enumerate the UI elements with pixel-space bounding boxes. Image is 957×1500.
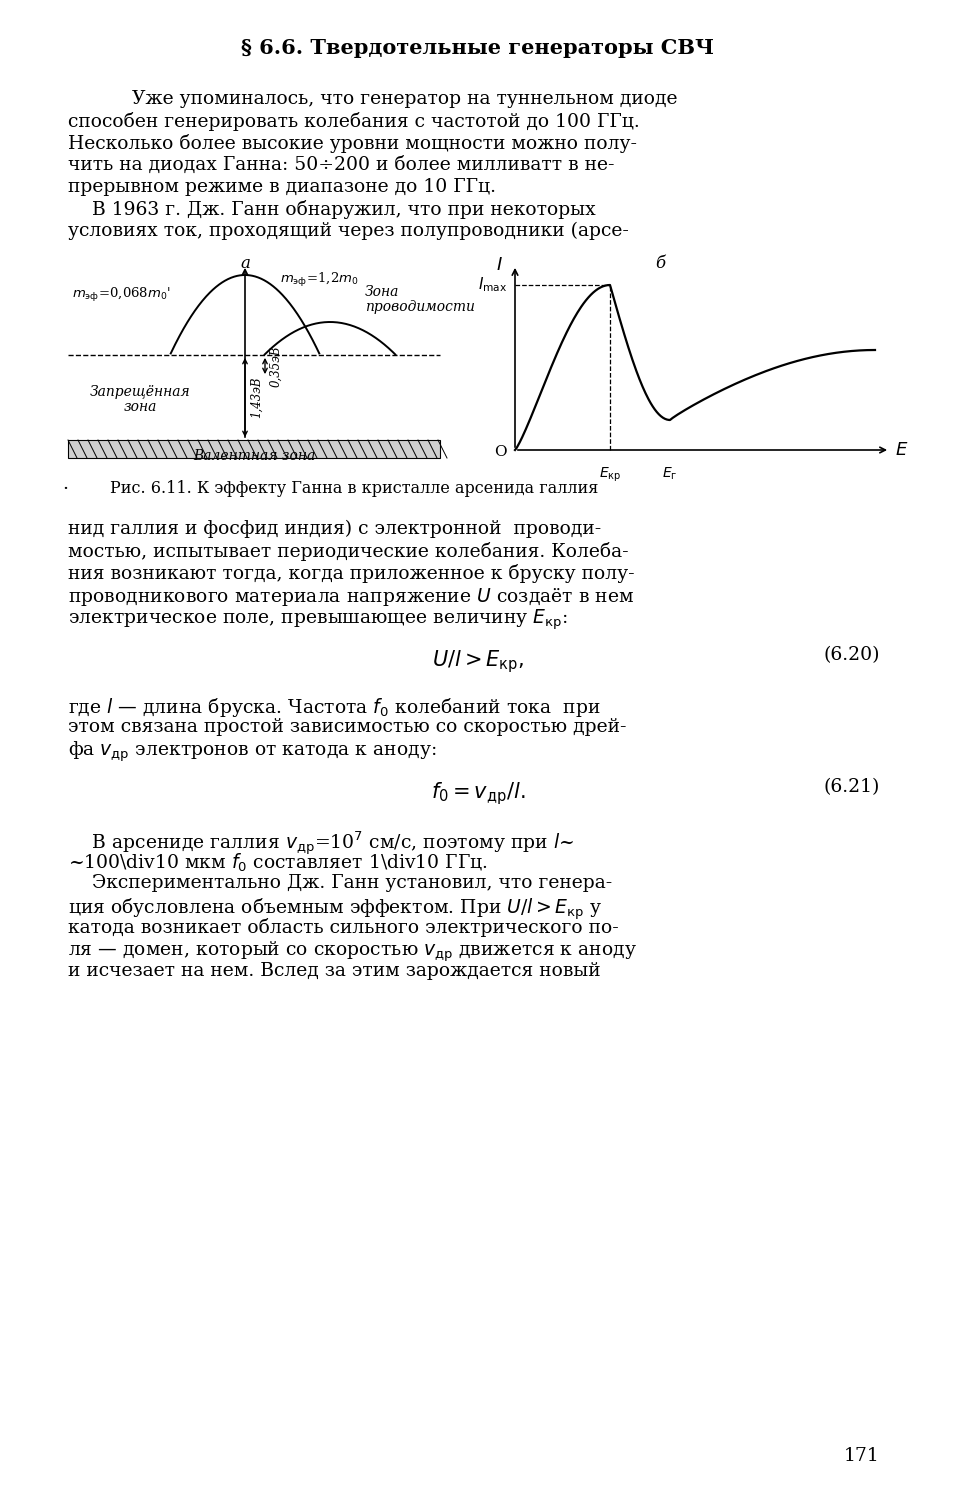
Text: мостью, испытывает периодические колебания. Колеба-: мостью, испытывает периодические колебан… — [68, 542, 629, 561]
Text: зона: зона — [123, 400, 157, 414]
Text: проводимости: проводимости — [365, 300, 475, 313]
Text: и исчезает на нем. Вслед за этим зарождается новый: и исчезает на нем. Вслед за этим зарожда… — [68, 962, 601, 980]
Text: чить на диодах Ганна: 50÷200 и более милливатт в не-: чить на диодах Ганна: 50÷200 и более мил… — [68, 156, 614, 174]
Bar — [68, 440, 440, 458]
Text: ~100\div10 мкм $f_0$ составляет 1\div10 ГГц.: ~100\div10 мкм $f_0$ составляет 1\div10 … — [68, 852, 488, 874]
Text: Уже упоминалось, что генератор на туннельном диоде: Уже упоминалось, что генератор на туннел… — [108, 90, 678, 108]
Text: этом связана простой зависимостью со скоростью дрей-: этом связана простой зависимостью со ско… — [68, 718, 627, 736]
Text: Несколько более высокие уровни мощности можно полу-: Несколько более высокие уровни мощности … — [68, 134, 637, 153]
Text: $E_{\rm г}$: $E_{\rm г}$ — [662, 466, 678, 483]
Text: нид галлия и фосфид индия) с электронной  проводи-: нид галлия и фосфид индия) с электронной… — [68, 520, 601, 538]
Text: Экспериментально Дж. Ганн установил, что генера-: Экспериментально Дж. Ганн установил, что… — [68, 874, 612, 892]
Text: (6.20): (6.20) — [824, 646, 880, 664]
Text: где $l$ — длина бруска. Частота $f_0$ колебаний тока  при: где $l$ — длина бруска. Частота $f_0$ ко… — [68, 696, 601, 718]
Text: Зона: Зона — [365, 285, 399, 298]
Text: а: а — [240, 255, 250, 272]
Text: электрическое поле, превышающее величину $E_{\rm кр}$:: электрическое поле, превышающее величину… — [68, 608, 568, 633]
Text: $I$: $I$ — [496, 256, 503, 274]
Text: 0,35эВ: 0,35эВ — [269, 345, 282, 387]
Text: $E$: $E$ — [895, 441, 908, 459]
Text: ·: · — [62, 480, 68, 498]
Text: Рис. 6.11. К эффекту Ганна в кристалле арсенида галлия: Рис. 6.11. К эффекту Ганна в кристалле а… — [110, 480, 598, 496]
Text: способен генерировать колебания с частотой до 100 ГГц.: способен генерировать колебания с частот… — [68, 112, 639, 130]
Text: ля — домен, который со скоростью $v_{\rm др}$ движется к аноду: ля — домен, который со скоростью $v_{\rm… — [68, 940, 637, 964]
Text: Запрещённая: Запрещённая — [90, 386, 190, 399]
Text: $m_{\rm эф}$=0,068$m_0$': $m_{\rm эф}$=0,068$m_0$' — [72, 286, 170, 304]
Text: 171: 171 — [844, 1448, 880, 1466]
Text: В 1963 г. Дж. Ганн обнаружил, что при некоторых: В 1963 г. Дж. Ганн обнаружил, что при не… — [68, 200, 596, 219]
Text: проводникового материала напряжение $U$ создаёт в нем: проводникового материала напряжение $U$ … — [68, 586, 634, 608]
Text: $f_0=v_{\rm др}/l.$: $f_0=v_{\rm др}/l.$ — [431, 780, 525, 807]
Text: ция обусловлена объемным эффектом. При $U/l>E_{\rm кр}$ у: ция обусловлена объемным эффектом. При $… — [68, 896, 602, 921]
Text: $m_{\rm эф}$=1,2$m_0$: $m_{\rm эф}$=1,2$m_0$ — [280, 272, 359, 290]
Text: O: O — [495, 446, 507, 459]
Text: $U/l>E_{\rm кр},$: $U/l>E_{\rm кр},$ — [432, 648, 524, 675]
Text: § 6.6. Твердотельные генераторы СВЧ: § 6.6. Твердотельные генераторы СВЧ — [241, 38, 715, 58]
Text: В арсениде галлия $v_{\rm др}$=10$^7$ см/с, поэтому при $l$~: В арсениде галлия $v_{\rm др}$=10$^7$ см… — [68, 830, 574, 858]
Text: катода возникает область сильного электрического по-: катода возникает область сильного электр… — [68, 918, 619, 938]
Text: $E_{\rm кр}$: $E_{\rm кр}$ — [599, 466, 621, 484]
Text: б: б — [655, 255, 665, 272]
Text: $I_{\rm max}$: $I_{\rm max}$ — [478, 276, 507, 294]
Text: (6.21): (6.21) — [824, 778, 880, 796]
Text: ния возникают тогда, когда приложенное к бруску полу-: ния возникают тогда, когда приложенное к… — [68, 564, 634, 584]
Text: прерывном режиме в диапазоне до 10 ГГц.: прерывном режиме в диапазоне до 10 ГГц. — [68, 178, 496, 196]
Text: условиях ток, проходящий через полупроводники (арсе-: условиях ток, проходящий через полупрово… — [68, 222, 629, 240]
Text: Валентная зона: Валентная зона — [193, 448, 315, 464]
Text: 1,43эВ: 1,43эВ — [250, 376, 263, 419]
Text: фа $v_{\rm др}$ электронов от катода к аноду:: фа $v_{\rm др}$ электронов от катода к а… — [68, 740, 436, 765]
